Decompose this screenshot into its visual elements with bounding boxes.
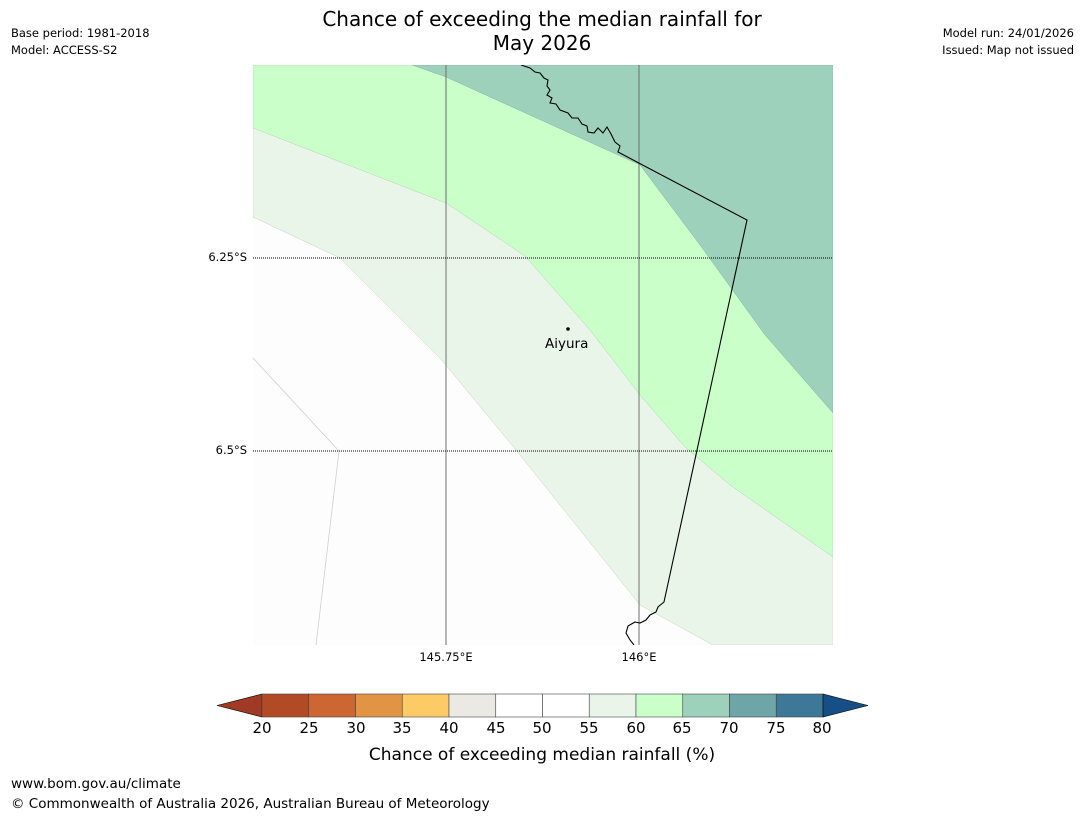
- colorbar-box: [308, 693, 356, 718]
- metadata-left: Base period: 1981-2018 Model: ACCESS-S2: [11, 25, 150, 59]
- colorbar-tick: 80: [812, 719, 832, 737]
- colorbar-box: [495, 693, 543, 718]
- map-title: Chance of exceeding the median rainfall …: [242, 7, 842, 55]
- colorbar-box: [635, 693, 684, 718]
- map-title-line2: May 2026: [492, 31, 592, 55]
- issued-status: Issued: Map not issued: [942, 43, 1074, 57]
- lon-label-146: 146°E: [621, 650, 657, 664]
- lat-label-6-5: 6.5°S: [215, 443, 247, 457]
- colorbar-tick: 65: [672, 719, 692, 737]
- colorbar-tick: 45: [486, 719, 506, 737]
- colorbar-box: [261, 693, 310, 718]
- colorbar-tick: 30: [346, 719, 366, 737]
- lat-label-6-25: 6.25°S: [208, 250, 247, 264]
- footer-copyright: © Commonwealth of Australia 2026, Austra…: [11, 796, 490, 812]
- colorbar-tick: 50: [532, 719, 552, 737]
- colorbar-tick: 70: [719, 719, 739, 737]
- coastline: [520, 65, 748, 645]
- colorbar-title: Chance of exceeding median rainfall (%): [368, 745, 716, 765]
- colorbar-tick: 60: [626, 719, 646, 737]
- model-name: Model: ACCESS-S2: [11, 43, 118, 57]
- zone-65-70: [411, 65, 833, 414]
- base-period: Base period: 1981-2018: [11, 26, 150, 40]
- model-run: Model run: 24/01/2026: [942, 26, 1074, 40]
- colorbar-extension-low: [216, 693, 263, 718]
- colorbar-tick: 20: [252, 719, 272, 737]
- colorbar-box: [401, 693, 450, 718]
- footer-url[interactable]: www.bom.gov.au/climate: [11, 776, 181, 792]
- aiyura-marker[interactable]: [566, 327, 570, 331]
- map-title-line1: Chance of exceeding the median rainfall …: [322, 7, 762, 31]
- metadata-right: Model run: 24/01/2026 Issued: Map not is…: [942, 25, 1074, 59]
- colorbar-box: [448, 693, 497, 718]
- colorbar-box: [682, 693, 730, 718]
- colorbar-tick: 25: [299, 719, 319, 737]
- colorbar-tick: 35: [392, 719, 412, 737]
- colorbar-box: [729, 693, 777, 718]
- colorbar-tick: 75: [766, 719, 786, 737]
- colorbar-tick: 55: [579, 719, 599, 737]
- colorbar-extension-high: [822, 693, 869, 718]
- lon-label-145-75: 145.75°E: [419, 650, 473, 664]
- colorbar-box: [542, 693, 590, 718]
- colorbar-box: [588, 693, 637, 718]
- place-label-aiyura: Aiyura: [545, 336, 589, 352]
- colorbar-box: [355, 693, 403, 718]
- colorbar-box: [775, 693, 824, 718]
- colorbar-tick: 40: [439, 719, 459, 737]
